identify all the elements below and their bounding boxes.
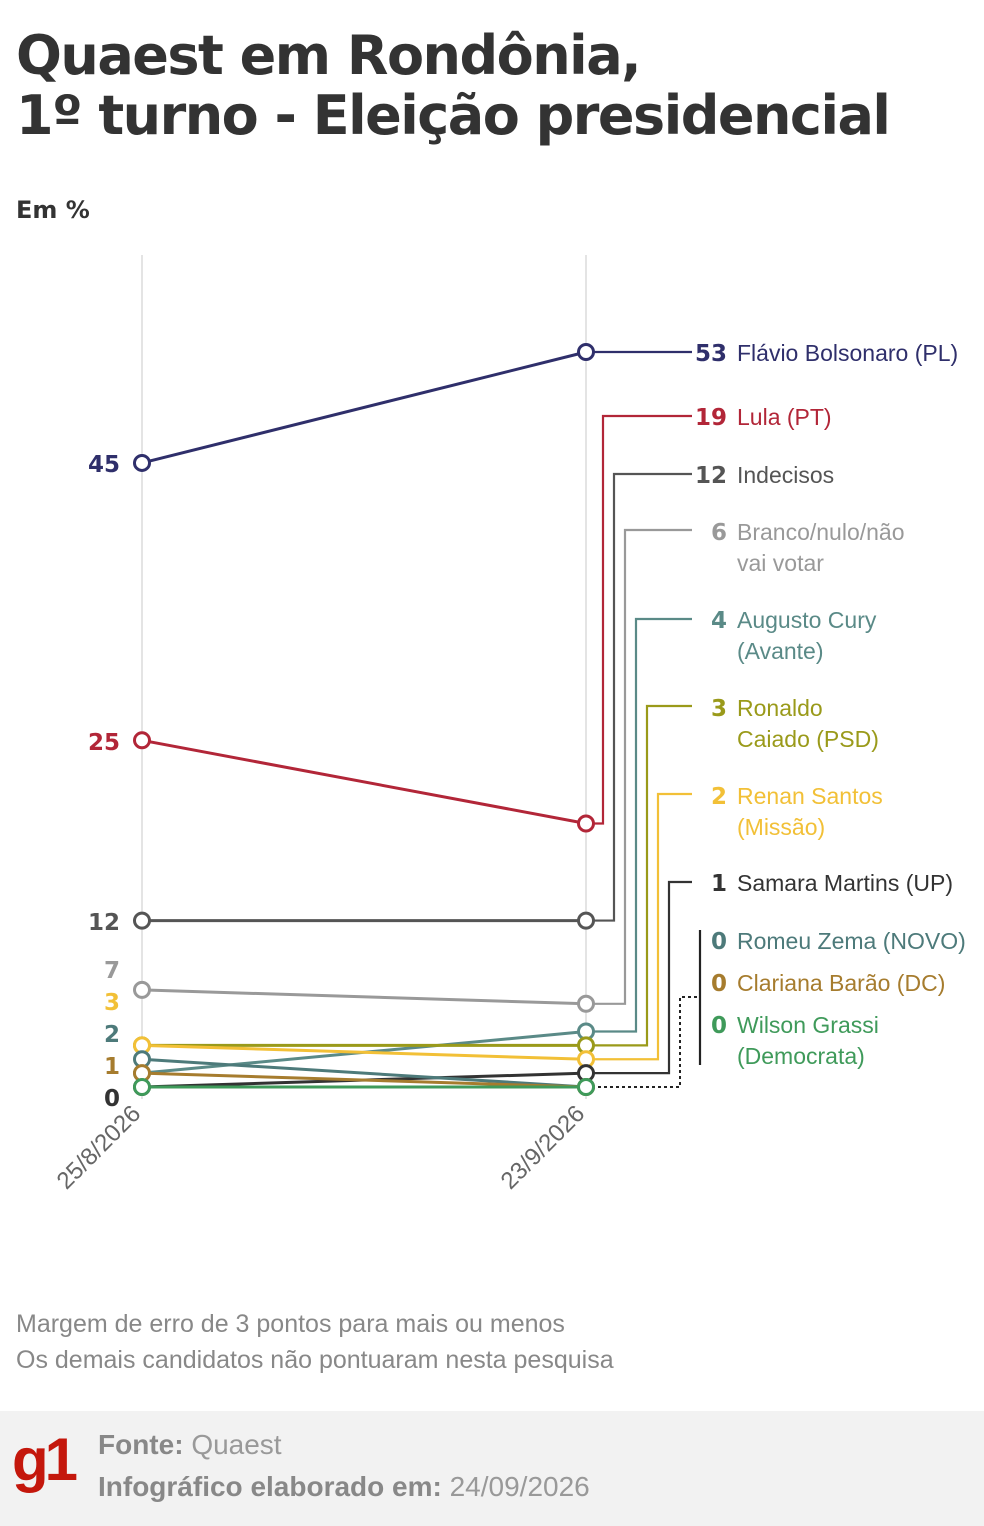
end-name-label-4-0: Augusto Cury	[737, 607, 877, 633]
point-lula-pt-23-9-2026	[577, 814, 595, 833]
end-name-label-6-1: (Missão)	[737, 814, 825, 840]
series-line-lula-pt	[141, 738, 587, 825]
end-name-label-6-0: Renan Santos	[737, 783, 883, 809]
start-value-label-4: 3	[104, 990, 120, 1016]
chart-title: Quaest em Rondônia, 1º turno - Eleição p…	[16, 26, 976, 146]
end-name-label-1-0: Lula (PT)	[737, 404, 832, 430]
point-indecisos-25-8-2026	[133, 911, 151, 930]
point-lula-pt-25-8-2026	[133, 731, 151, 750]
start-value-label-5: 2	[104, 1022, 120, 1048]
end-name-label-4-1: (Avante)	[737, 638, 824, 664]
end-name-label-0-0: Flávio Bolsonaro (PL)	[737, 340, 958, 366]
start-value-label-3: 7	[104, 958, 120, 984]
unit-label: Em %	[16, 196, 90, 224]
end-value-label-7: 1	[711, 871, 727, 897]
end-name-label-2-0: Indecisos	[737, 462, 834, 488]
connector-samara-martins-up	[586, 880, 692, 1075]
end-value-label-4: 4	[711, 608, 727, 634]
g1-logo: g1	[12, 1426, 78, 1493]
end-name-label-9-0: Clariana Barão (DC)	[737, 970, 945, 996]
end-name-label-3-0: Branco/nulo/não	[737, 519, 905, 545]
end-value-label-5: 3	[711, 696, 727, 722]
end-value-label-0: 53	[695, 341, 727, 367]
date-line: Infográfico elaborado em: 24/09/2026	[98, 1471, 590, 1503]
end-value-label-2: 12	[695, 463, 727, 489]
point-indecisos-23-9-2026	[577, 911, 595, 930]
footer: g1 Fonte: Quaest Infográfico elaborado e…	[0, 1411, 984, 1526]
series-line-renan-santos-missao	[141, 1043, 587, 1061]
date-label: Infográfico elaborado em:	[98, 1471, 442, 1502]
end-value-label-9: 0	[711, 971, 727, 997]
end-name-label-3-1: vai votar	[737, 550, 824, 576]
chart-notes: Margem de erro de 3 pontos para mais ou …	[16, 1306, 614, 1378]
start-value-label-2: 12	[88, 910, 120, 936]
end-name-label-8-0: Romeu Zema (NOVO)	[737, 928, 966, 954]
x-tick-label-23-9-2026: 23/9/2026	[496, 1100, 591, 1195]
series-line-flavio-bolsonaro-pl	[141, 350, 587, 465]
connector-renan-santos-missao	[586, 792, 692, 1061]
start-value-label-0: 45	[88, 452, 120, 478]
connector-zero-group	[586, 996, 700, 1088]
start-value-label-1: 25	[88, 730, 120, 756]
series-line-clariana-barao-dc	[141, 1071, 587, 1089]
source-line: Fonte: Quaest	[98, 1429, 282, 1461]
point-wilson-grassi-democrata-23-9-2026	[577, 1078, 595, 1096]
point-flavio-bolsonaro-pl-25-8-2026	[133, 453, 151, 472]
chart-title-line-1: Quaest em Rondônia,	[16, 24, 642, 87]
end-name-label-7-0: Samara Martins (UP)	[737, 870, 953, 896]
start-value-label-6: 1	[104, 1054, 120, 1080]
end-value-label-3: 6	[711, 520, 727, 546]
source-value: Quaest	[191, 1429, 282, 1460]
connector-branco-nulo-nao-vai-votar	[586, 528, 692, 1005]
point-branco-nulo-nao-vai-votar-23-9-2026	[577, 994, 595, 1013]
series-line-romeu-zema-novo	[141, 1057, 587, 1089]
source-label: Fonte:	[98, 1429, 184, 1460]
end-value-label-10: 0	[711, 1013, 727, 1039]
end-value-label-8: 0	[711, 929, 727, 955]
point-flavio-bolsonaro-pl-23-9-2026	[577, 343, 595, 361]
date-value: 24/09/2026	[449, 1471, 590, 1502]
note-other-candidates: Os demais candidatos não pontuaram nesta…	[16, 1346, 614, 1374]
connector-indecisos	[586, 472, 692, 922]
end-name-label-5-0: Ronaldo	[737, 695, 823, 721]
chart-title-line-2: 1º turno - Eleição presidencial	[16, 84, 891, 147]
end-name-label-10-1: (Democrata)	[737, 1043, 865, 1069]
connector-ronaldo-caiado-psd	[586, 704, 692, 1047]
point-branco-nulo-nao-vai-votar-25-8-2026	[133, 980, 151, 999]
connector-augusto-cury-avante	[586, 617, 692, 1033]
note-margin-of-error: Margem de erro de 3 pontos para mais ou …	[16, 1310, 565, 1338]
end-value-label-6: 2	[711, 784, 727, 810]
end-value-label-1: 19	[695, 405, 727, 431]
x-tick-label-25-8-2026: 25/8/2026	[52, 1100, 147, 1195]
series-line-branco-nulo-nao-vai-votar	[141, 988, 587, 1006]
start-value-label-7: 0	[104, 1086, 120, 1112]
end-name-label-10-0: Wilson Grassi	[737, 1012, 879, 1038]
point-wilson-grassi-democrata-25-8-2026	[133, 1078, 151, 1096]
end-name-label-5-1: Caiado (PSD)	[737, 726, 879, 752]
